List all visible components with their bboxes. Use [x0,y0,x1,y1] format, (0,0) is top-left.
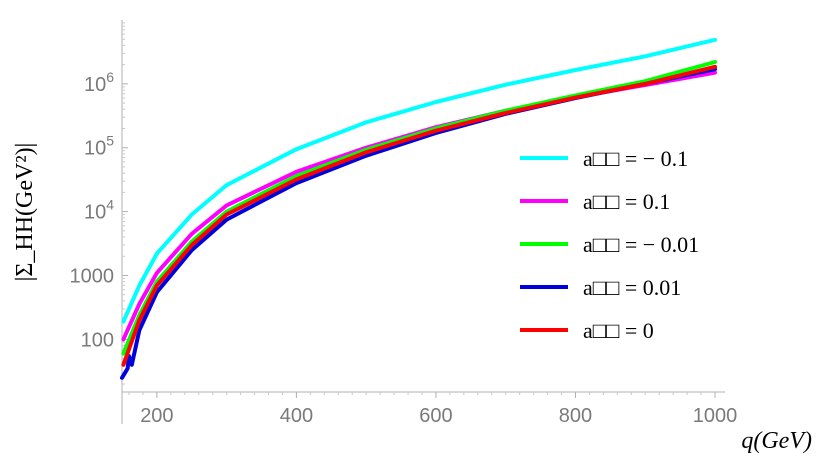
y-axis-title: |Σ_HH(GeV²)| [12,143,38,282]
x-tick-label: 600 [419,405,452,427]
y-tick-label: 104 [84,197,114,224]
legend-label-3: a□□ = − 0.01 [583,232,699,257]
y-tick-label: 105 [84,133,114,160]
series-line-1 [121,37,717,324]
x-tick-label: 400 [280,405,313,427]
y-tick-label: 100 [81,329,114,351]
legend-label-4: a□□ = 0.01 [583,275,681,300]
x-tick-label: 200 [140,405,173,427]
x-tick-label: 1000 [693,405,738,427]
legend: a□□ = − 0.1 a□□ = 0.1 a□□ = − 0.01 a□□ = 0.… [520,146,699,343]
y-tick-label: 1000 [70,265,115,287]
legend-label-2: a□□ = 0.1 [583,189,670,214]
legend-label-1: a□□ = − 0.1 [583,146,688,171]
x-tick-label: 800 [559,405,592,427]
axes [121,20,725,424]
series-layer [120,37,717,380]
tick-labels: 200 400 600 800 1000 100 1000 104 105 106 [70,69,738,427]
x-axis-title: q(GeV) [741,428,812,454]
y-tick-label: 106 [84,69,114,96]
legend-label-5: a□□ = 0 [583,318,654,343]
series-line-5 [121,64,717,367]
